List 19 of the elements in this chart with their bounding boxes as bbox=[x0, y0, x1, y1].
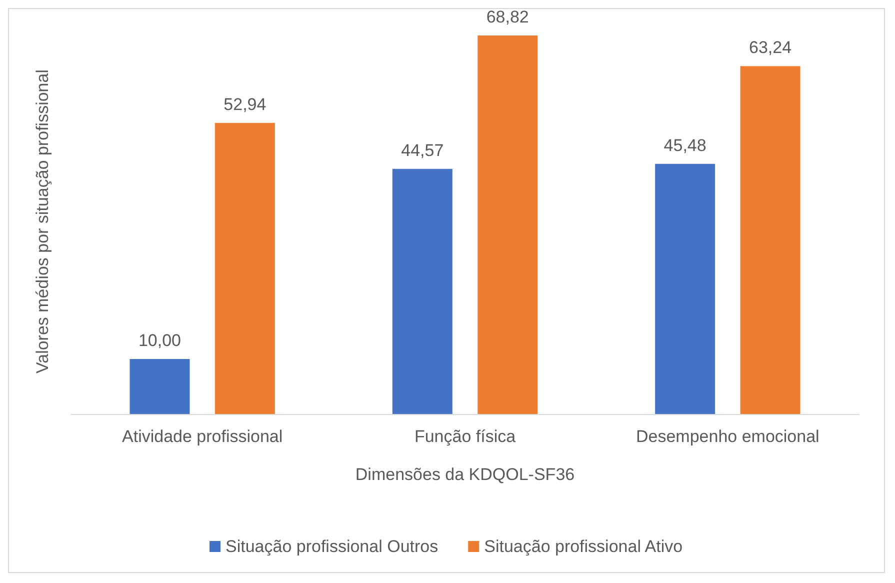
bar bbox=[214, 122, 275, 414]
data-label: 10,00 bbox=[138, 331, 182, 350]
y-axis-title: Valores médios por situação profissional bbox=[33, 70, 52, 374]
bar bbox=[130, 359, 190, 414]
data-label: 63,24 bbox=[748, 38, 792, 58]
bar bbox=[392, 168, 452, 414]
data-label: 68,82 bbox=[486, 7, 529, 26]
data-label: 52,94 bbox=[224, 94, 266, 114]
legend-label: Situação profissional Ativo bbox=[484, 537, 683, 556]
data-label: 44,57 bbox=[401, 140, 444, 160]
x-tick-label: Função física bbox=[414, 427, 516, 446]
bar bbox=[478, 35, 538, 414]
data-label: 45,48 bbox=[664, 136, 706, 155]
bar bbox=[655, 164, 716, 414]
x-tick-label: Desempenho emocional bbox=[636, 427, 820, 446]
bar bbox=[740, 66, 800, 414]
x-tick-label: Atividade profissional bbox=[122, 427, 283, 446]
x-axis-title: Dimensões da KDQOL-SF36 bbox=[355, 465, 575, 484]
legend-label: Situação profissional Outros bbox=[226, 537, 438, 556]
